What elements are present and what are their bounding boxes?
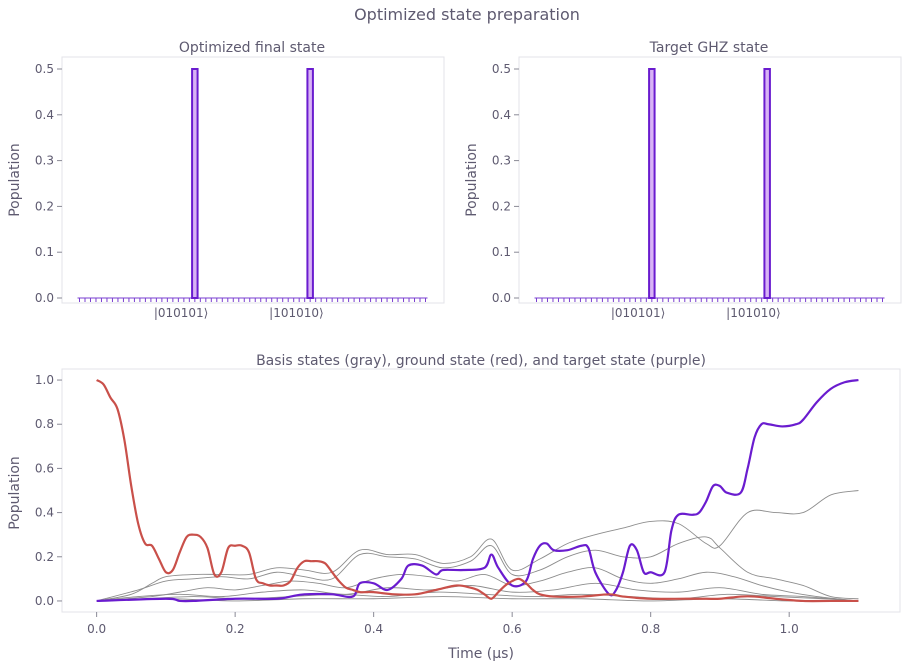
y-tick-label: 0.2 bbox=[35, 199, 54, 213]
panel-3-ylabel: Population bbox=[7, 456, 23, 530]
y-tick-label: 0.1 bbox=[35, 245, 54, 259]
y-tick-label: 0.4 bbox=[35, 506, 54, 520]
panel-2-frame bbox=[518, 56, 902, 304]
panel-2-title: Target GHZ state bbox=[649, 40, 769, 56]
panel-2-ylabel: Population bbox=[464, 143, 480, 217]
basis-state-line bbox=[96, 490, 859, 602]
panel-2-xticks bbox=[534, 297, 885, 302]
x-tick-label: 1.0 bbox=[780, 622, 799, 636]
y-tick-label: 0.0 bbox=[35, 291, 54, 305]
figure-title: Optimized state preparation bbox=[354, 5, 580, 24]
bar bbox=[763, 68, 771, 299]
y-tick-label: 0.0 bbox=[35, 594, 54, 608]
x-tick-label: |101010⟩ bbox=[269, 306, 324, 320]
panel-1-yticks: 0.0 0.1 0.2 0.3 0.4 0.5 bbox=[35, 62, 62, 305]
x-tick-label: 0.6 bbox=[503, 622, 522, 636]
x-tick-label: 0.2 bbox=[226, 622, 245, 636]
panel-3-title: Basis states (gray), ground state (red),… bbox=[256, 353, 706, 369]
panel-1-title: Optimized final state bbox=[179, 40, 325, 56]
x-tick-label: 0.8 bbox=[641, 622, 660, 636]
panel-1-bars bbox=[191, 68, 314, 299]
x-tick-label: |101010⟩ bbox=[726, 306, 781, 320]
x-tick-label: 0.0 bbox=[87, 622, 106, 636]
panel-target-ghz-state: Target GHZ state Population 0.0 0.1 0.2 0.3… bbox=[464, 40, 902, 320]
basis-state-line bbox=[96, 567, 859, 602]
panel-3-yticks: 0.0 0.2 0.4 0.6 0.8 1.0 bbox=[35, 373, 62, 608]
y-tick-label: 0.3 bbox=[35, 154, 54, 168]
y-tick-label: 0.2 bbox=[492, 199, 511, 213]
bar bbox=[191, 68, 199, 299]
panel-population-dynamics: Basis states (gray), ground state (red),… bbox=[7, 353, 901, 662]
y-tick-label: 0.8 bbox=[35, 417, 54, 431]
x-tick-label: |010101⟩ bbox=[611, 306, 666, 320]
panel-2-xlabels: |010101⟩ |101010⟩ bbox=[611, 306, 781, 320]
panel-3-xticks: 0.0 0.2 0.4 0.6 0.8 1.0 bbox=[87, 612, 799, 636]
y-tick-label: 0.6 bbox=[35, 461, 54, 475]
panel-3-xlabel: Time (µs) bbox=[447, 646, 514, 662]
y-tick-label: 0.1 bbox=[492, 245, 511, 259]
basis-state-line bbox=[96, 536, 859, 602]
y-tick-label: 0.4 bbox=[492, 108, 511, 122]
y-tick-label: 0.5 bbox=[492, 62, 511, 76]
y-tick-label: 0.3 bbox=[492, 154, 511, 168]
y-tick-label: 0.4 bbox=[35, 108, 54, 122]
panel-3-lines bbox=[96, 378, 859, 603]
bar bbox=[306, 68, 314, 299]
panel-2-bars bbox=[648, 68, 771, 299]
x-tick-label: 0.4 bbox=[364, 622, 383, 636]
panel-1-ylabel: Population bbox=[7, 143, 23, 217]
y-tick-label: 0.5 bbox=[35, 62, 54, 76]
panel-1-xlabels: |010101⟩ |101010⟩ bbox=[154, 306, 324, 320]
x-tick-label: |010101⟩ bbox=[154, 306, 209, 320]
target-state-line bbox=[96, 378, 859, 603]
panel-2-yticks: 0.0 0.1 0.2 0.3 0.4 0.5 bbox=[492, 62, 519, 305]
y-tick-label: 0.2 bbox=[35, 550, 54, 564]
panel-1-frame bbox=[61, 56, 445, 304]
panel-3-frame bbox=[61, 368, 901, 613]
y-tick-label: 1.0 bbox=[35, 373, 54, 387]
y-tick-label: 0.0 bbox=[492, 291, 511, 305]
panel-1-xticks bbox=[77, 297, 428, 302]
ground-state-line bbox=[96, 379, 859, 603]
panel-optimized-final-state: Optimized final state Population 0.00.10… bbox=[7, 40, 445, 320]
basis-state-line bbox=[96, 582, 859, 602]
bar bbox=[648, 68, 656, 299]
